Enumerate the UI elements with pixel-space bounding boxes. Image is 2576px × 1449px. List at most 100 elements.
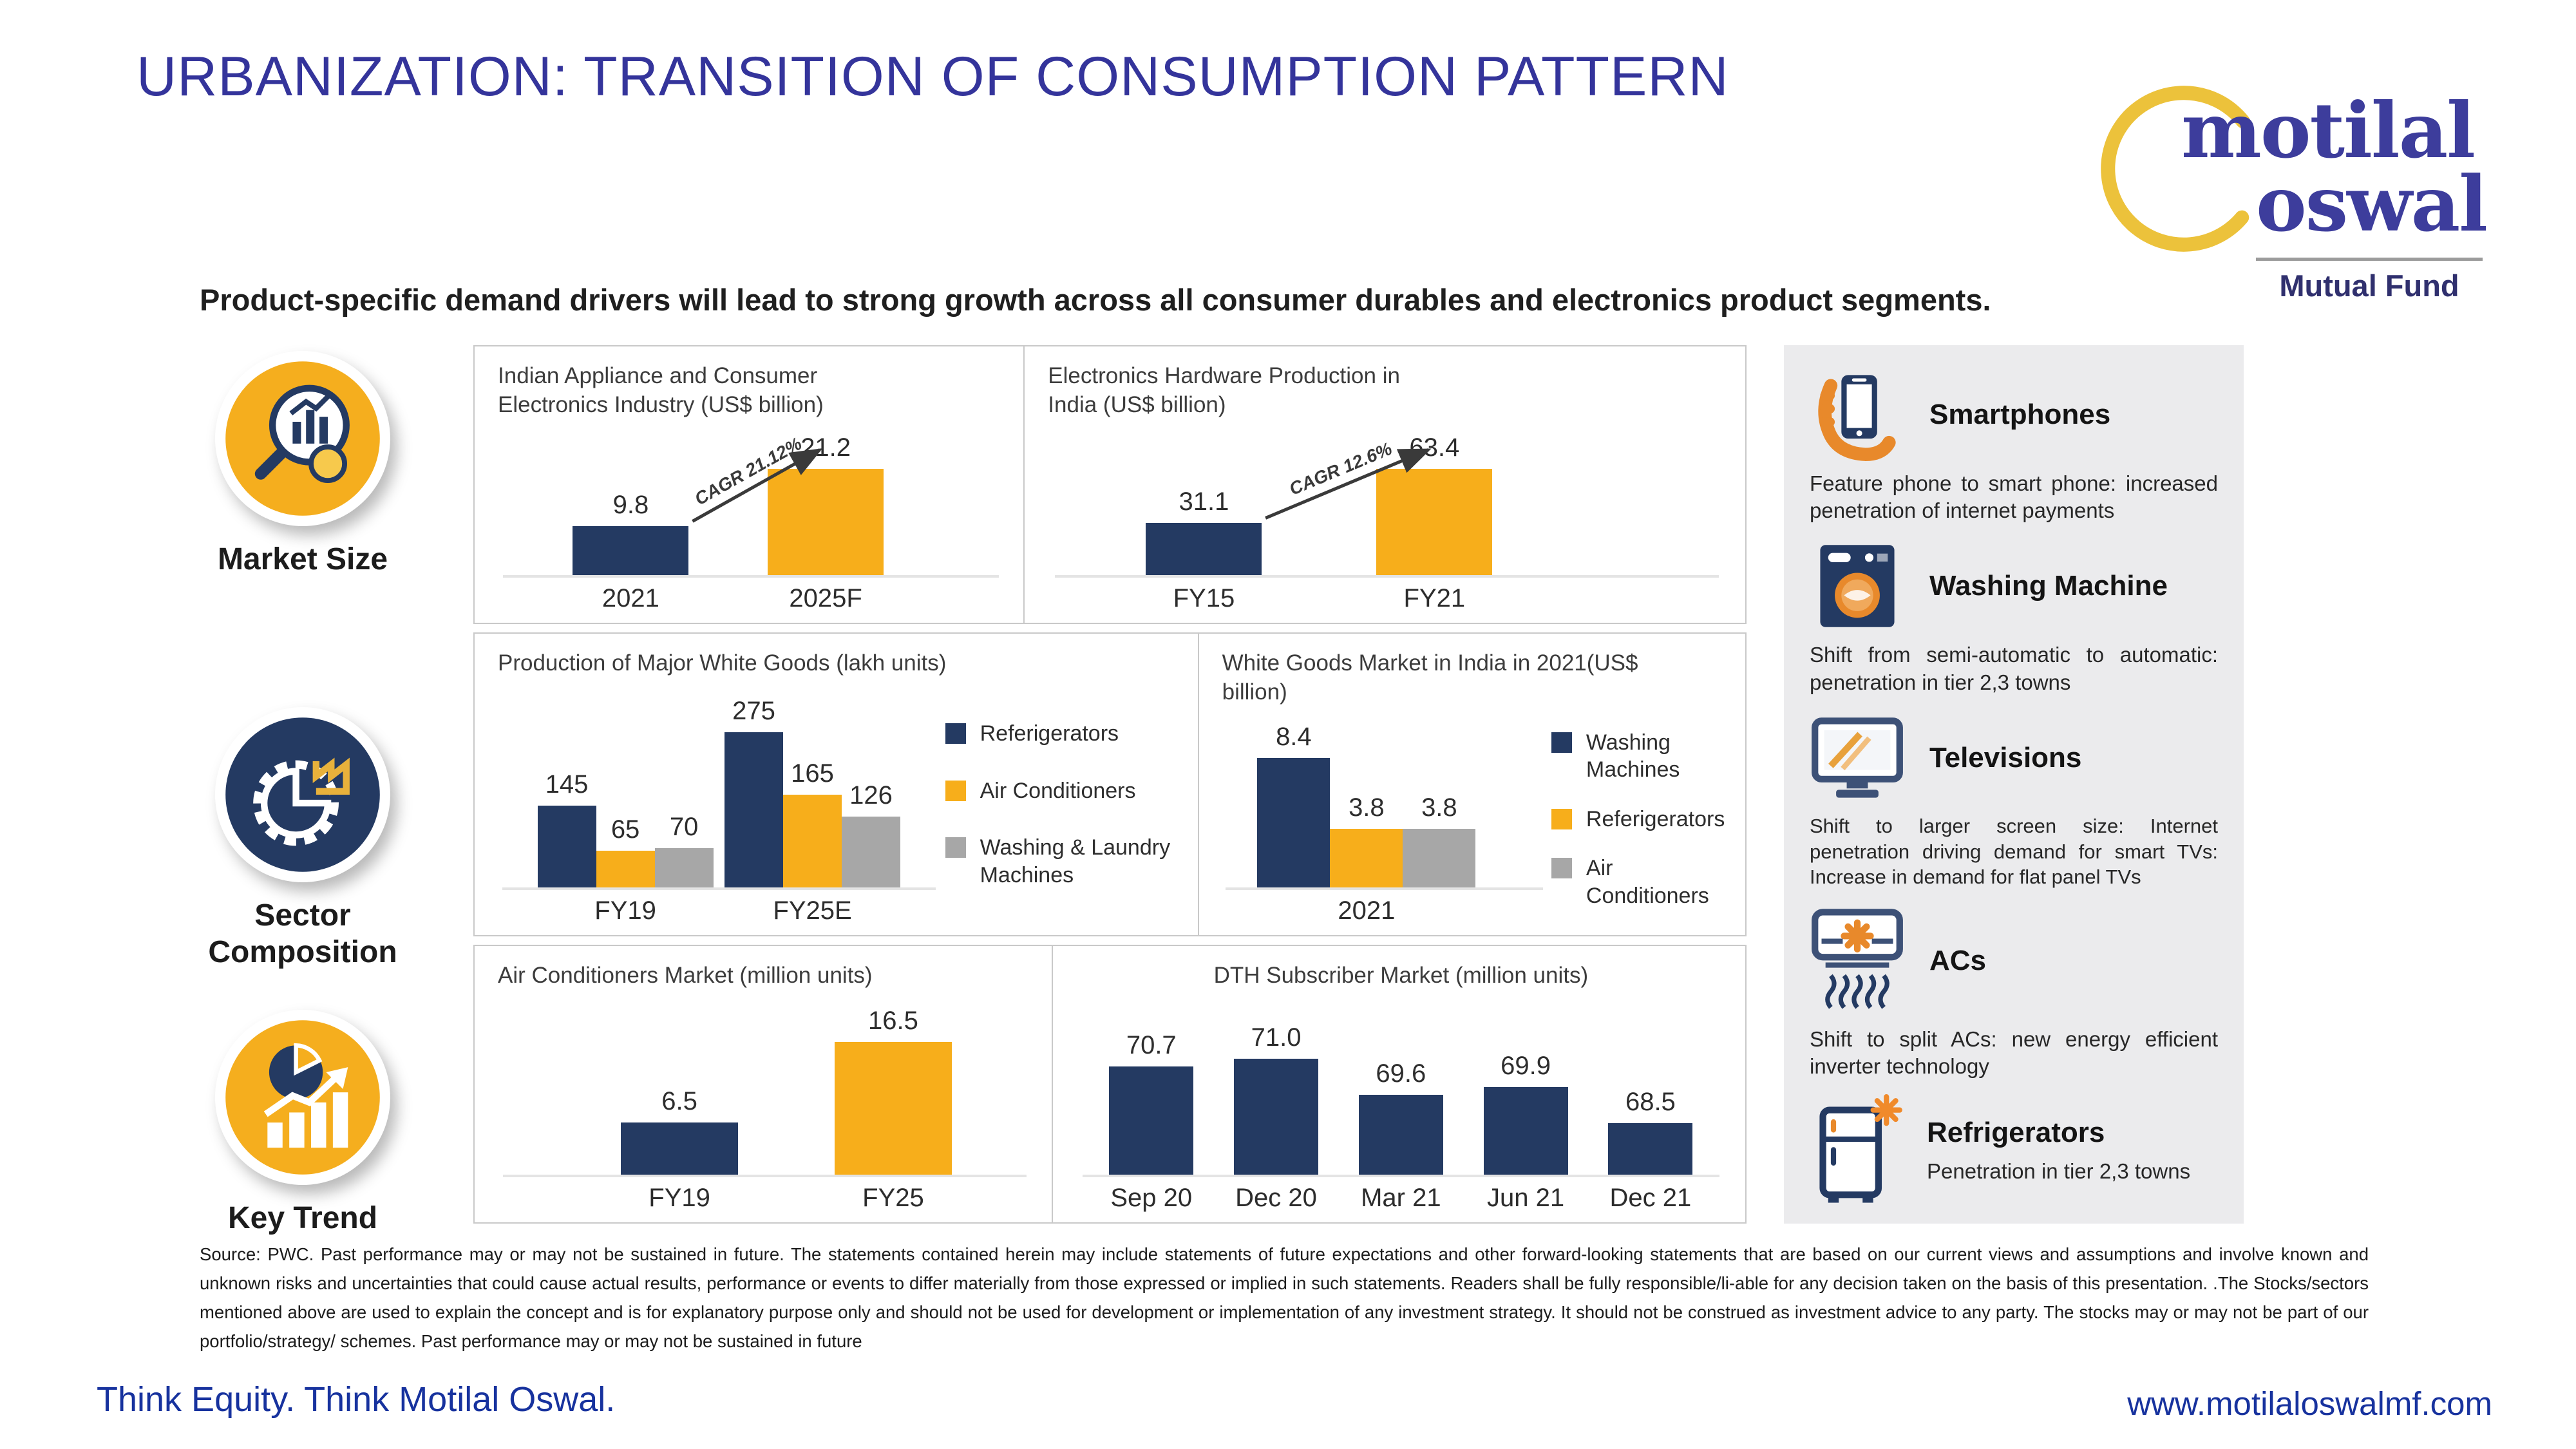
legend-label: Referigerators xyxy=(980,721,1119,746)
bar-column-fy21: 63.4 FY21 xyxy=(1376,433,1493,612)
bar-column-washing-laundry-machines-fy19: 70 xyxy=(654,813,714,887)
sidebar-item-market-size[interactable]: Market Size xyxy=(167,351,438,578)
sidebar-section-refrigerators: Refrigerators Penetration in tier 2,3 tow… xyxy=(1810,1094,2218,1208)
demand-drivers-sidebar: Smartphones Feature phone to smart phone:… xyxy=(1784,345,2244,1224)
sidebar-section-acs: ACs Shift to split ACs: new energy effici… xyxy=(1810,904,2218,1080)
website-link[interactable]: www.motilaloswalmf.com xyxy=(2127,1385,2492,1422)
legend-swatch xyxy=(945,723,966,744)
legend-entry: Air Conditioners xyxy=(945,777,1179,805)
legend-swatch xyxy=(945,837,966,858)
sector-composition-icon xyxy=(215,707,390,882)
bar-category: Dec 21 xyxy=(1609,1184,1692,1212)
chart-dth-subscribers: DTH Subscriber Market (million units) 70.… xyxy=(1053,946,1745,1222)
bar-column-washing-machines-2021: 8.4 xyxy=(1257,723,1331,887)
legend-label: Air Conditioners xyxy=(980,778,1136,803)
x-axis-line xyxy=(502,575,999,578)
sidebar-section-title: Televisions xyxy=(1929,741,2082,773)
legend-swatch xyxy=(1551,732,1572,753)
bar-column-fy15: 31.1 FY15 xyxy=(1146,488,1262,612)
sidebar-section-title: Refrigerators xyxy=(1927,1117,2105,1149)
bar-category: 2025F xyxy=(789,584,862,612)
chart-plot: 145 65 70 FY19 275 165 126 FY25E xyxy=(498,681,940,929)
legend-label: Washing Machines xyxy=(1586,730,1680,782)
bar-value: 6.5 xyxy=(661,1087,697,1115)
bar-value: 3.8 xyxy=(1421,793,1457,822)
bar-washing-laundry-machines-fy25e xyxy=(842,817,901,887)
tagline: Think Equity. Think Motilal Oswal. xyxy=(97,1380,616,1419)
market-size-icon xyxy=(215,351,390,526)
bar-dec-21 xyxy=(1608,1123,1693,1175)
sidebar-section-title: Washing Machine xyxy=(1929,570,2168,602)
ac-icon xyxy=(1810,904,1905,1018)
sidebar-section-text: Shift from semi-automatic to automatic: … xyxy=(1810,643,2218,694)
x-axis-line xyxy=(1082,1175,1719,1177)
sidebar-section-text: Penetration in tier 2,3 towns xyxy=(1927,1159,2191,1184)
page-title: URBANIZATION: TRANSITION OF CONSUMPTION … xyxy=(137,46,1729,108)
chart-electronics-hardware: Electronics Hardware Production in India… xyxy=(1025,346,1745,623)
sidebar-section-smartphones: Smartphones Feature phone to smart phone:… xyxy=(1810,367,2218,524)
bar-column-jun-21: 69.9 Jun 21 xyxy=(1483,1052,1568,1212)
nav-label-sector-composition: Sector Composition xyxy=(208,898,397,969)
bar-value: 68.5 xyxy=(1625,1088,1676,1116)
bar-column-dec-20: 71.0 Dec 20 xyxy=(1234,1023,1319,1212)
source-disclaimer: Source: PWC. Past performance may or may… xyxy=(200,1244,2369,1351)
bar-fy21 xyxy=(1376,469,1493,575)
chart-title: Electronics Hardware Production in India… xyxy=(1048,363,1400,417)
sidebar-section-text: Shift to split ACs: new energy efficient… xyxy=(1810,1027,2218,1078)
legend-entry: Referigerators xyxy=(1551,806,1726,833)
bar-mar-21 xyxy=(1358,1095,1443,1175)
bar-column-air-conditioners-fy19: 65 xyxy=(596,815,655,887)
nav-label-key-trend: Key Trend xyxy=(227,1201,378,1235)
chart-white-goods-production: Production of Major White Goods (lakh un… xyxy=(475,634,1199,935)
bar-value: 70 xyxy=(669,813,699,841)
chart-plot: 8.4 3.8 3.8 2021 xyxy=(1222,710,1546,929)
bar-column-referigerators-2021: 3.8 xyxy=(1330,793,1403,887)
chart-row-1: Indian Appliance and Consumer Electronic… xyxy=(473,345,1747,624)
legend-entry: Washing & Laundry Machines xyxy=(945,834,1179,889)
bar-column-sep-20: 70.7 Sep 20 xyxy=(1109,1031,1194,1212)
bar-column-referigerators-fy25e: 275 xyxy=(724,697,784,887)
bar-washing-machines-2021 xyxy=(1257,758,1331,887)
bar-column-mar-21: 69.6 Mar 21 xyxy=(1358,1059,1443,1212)
bar-category: Jun 21 xyxy=(1487,1184,1565,1212)
legend-swatch xyxy=(1551,858,1572,879)
bar-category: FY25E xyxy=(773,896,852,925)
chart-plot: 9.8 2021 21.2 2025F CAGR 21.12% xyxy=(498,422,1004,616)
logo-divider xyxy=(2256,258,2483,261)
bar-column-fy25: 16.5 FY25 xyxy=(834,1007,952,1212)
bar-fy15 xyxy=(1146,523,1262,575)
bar-fy25 xyxy=(834,1042,952,1175)
bar-value: 126 xyxy=(849,781,893,810)
logo-subtitle: Mutual Fund xyxy=(2279,269,2459,303)
smartphone-icon xyxy=(1810,367,1905,462)
bar-column-referigerators-fy19: 145 xyxy=(537,770,596,887)
chart-white-goods-market: White Goods Market in India in 2021(US$ … xyxy=(1199,634,1745,935)
bar-value: 8.4 xyxy=(1276,723,1312,751)
chart-appliance-industry: Indian Appliance and Consumer Electronic… xyxy=(475,346,1025,623)
bar-value: 9.8 xyxy=(612,491,649,519)
chart-row-3: Air Conditioners Market (million units) 6… xyxy=(473,945,1747,1224)
bar-group-fy25e: 275 165 126 FY25E xyxy=(724,697,901,925)
bar-column-2025f: 21.2 2025F xyxy=(768,433,884,612)
bar-value: 16.5 xyxy=(868,1007,918,1035)
legend-entry: Referigerators xyxy=(945,720,1179,748)
bar-category: FY21 xyxy=(1403,584,1466,612)
legend-entry: Air Conditioners xyxy=(1551,855,1726,909)
chart-title: Indian Appliance and Consumer Electronic… xyxy=(498,363,824,417)
chart-plot: 31.1 FY15 63.4 FY21 CAGR 12.6% xyxy=(1048,422,1726,616)
sidebar-item-sector-composition[interactable]: Sector Composition xyxy=(167,707,438,971)
sidebar-item-key-trend[interactable]: Key Trend xyxy=(167,1010,438,1237)
bar-column-dec-21: 68.5 Dec 21 xyxy=(1608,1088,1693,1212)
television-icon xyxy=(1810,710,1905,806)
legend-entry: Washing Machines xyxy=(1551,729,1726,784)
logo-ring-icon xyxy=(2101,86,2267,252)
bar-value: 145 xyxy=(545,770,589,799)
bar-value: 70.7 xyxy=(1126,1031,1177,1059)
bar-referigerators-fy25e xyxy=(724,732,784,887)
x-axis-line xyxy=(502,887,936,890)
chart-plot: 6.5 FY19 16.5 FY25 xyxy=(498,993,1032,1216)
chart-row-2: Production of Major White Goods (lakh un… xyxy=(473,632,1747,936)
legend-label: Referigerators xyxy=(1586,806,1725,831)
bar-column-washing-laundry-machines-fy25e: 126 xyxy=(842,781,901,887)
bar-2025f xyxy=(768,469,884,575)
